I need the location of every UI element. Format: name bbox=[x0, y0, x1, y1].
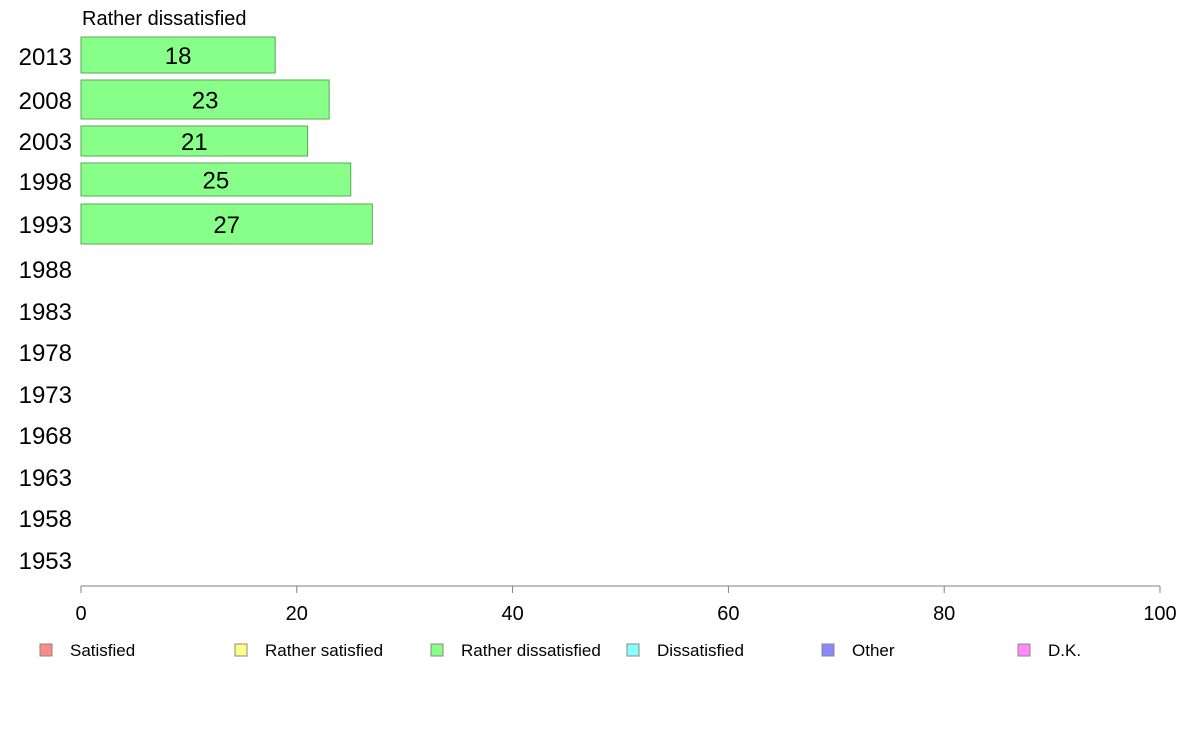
bar-value-2003: 21 bbox=[181, 129, 208, 156]
year-label-1963: 1963 bbox=[19, 465, 72, 492]
legend-label-3: Dissatisfied bbox=[657, 641, 744, 660]
legend-swatch-2 bbox=[430, 643, 444, 657]
year-label-1973: 1973 bbox=[19, 382, 72, 409]
year-label-2008: 2008 bbox=[19, 88, 72, 115]
bar-value-1993: 27 bbox=[213, 212, 240, 239]
year-label-1968: 1968 bbox=[19, 423, 72, 450]
bar-1993 bbox=[80, 203, 373, 245]
year-label-1998: 1998 bbox=[19, 169, 72, 196]
year-label-2003: 2003 bbox=[19, 129, 72, 156]
legend-swatch-0 bbox=[39, 643, 53, 657]
year-label-1988: 1988 bbox=[19, 257, 72, 284]
legend-label-2: Rather dissatisfied bbox=[461, 641, 601, 660]
legend-label-4: Other bbox=[852, 641, 895, 660]
x-tick-label-40: 40 bbox=[501, 603, 523, 625]
x-tick-label-80: 80 bbox=[933, 603, 955, 625]
legend: Satisfied Rather satisfied Rather dissatis… bbox=[39, 641, 1081, 660]
year-labels: 2013 2008 2003 1998 1993 1988 1983 1978 1973 1968… bbox=[19, 44, 72, 575]
bar-1998 bbox=[80, 162, 352, 197]
legend-label-1: Rather satisfied bbox=[265, 641, 383, 660]
x-tick-label-0: 0 bbox=[75, 603, 86, 625]
legend-swatch-1 bbox=[234, 643, 248, 657]
bar-2013 bbox=[80, 36, 276, 74]
x-tick-label-100: 100 bbox=[1143, 603, 1176, 625]
year-label-1953: 1953 bbox=[19, 548, 72, 575]
legend-label-5: D.K. bbox=[1048, 641, 1081, 660]
year-label-1983: 1983 bbox=[19, 299, 72, 326]
legend-label-0: Satisfied bbox=[70, 641, 135, 660]
year-label-1978: 1978 bbox=[19, 340, 72, 367]
bar-value-2013: 18 bbox=[165, 43, 192, 70]
x-axis: 0 20 40 60 80 100 bbox=[75, 585, 1177, 625]
year-label-1993: 1993 bbox=[19, 212, 72, 239]
chart-title: Rather dissatisfied bbox=[82, 8, 247, 30]
bar-2003 bbox=[80, 125, 309, 157]
x-tick-label-20: 20 bbox=[286, 603, 308, 625]
legend-swatch-4 bbox=[821, 643, 835, 657]
bar-value-1998: 25 bbox=[203, 168, 230, 195]
bars bbox=[80, 36, 373, 245]
year-label-2013: 2013 bbox=[19, 44, 72, 71]
year-label-1958: 1958 bbox=[19, 506, 72, 533]
bar-2008 bbox=[80, 79, 330, 120]
bar-value-2008: 23 bbox=[192, 88, 219, 115]
legend-swatch-5 bbox=[1017, 643, 1031, 657]
x-tick-label-60: 60 bbox=[717, 603, 739, 625]
legend-swatch-3 bbox=[626, 643, 640, 657]
